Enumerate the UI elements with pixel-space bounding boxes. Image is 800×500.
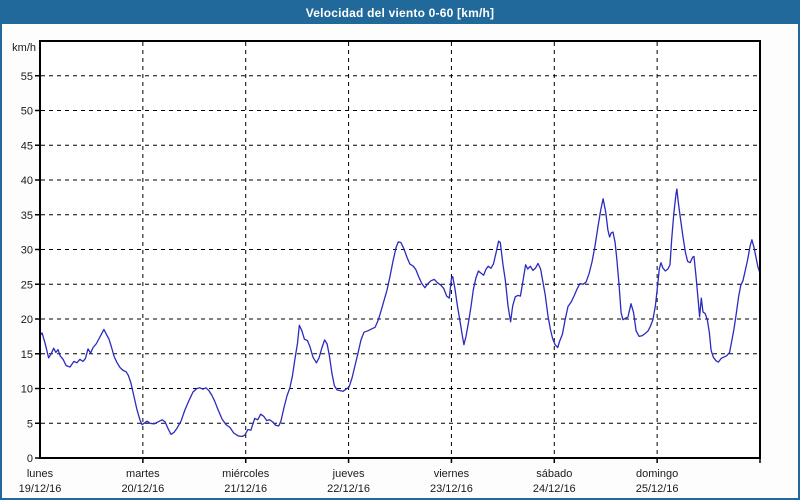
wind-speed-line xyxy=(39,188,761,438)
chart-title-bar: Velocidad del viento 0-60 [km/h] xyxy=(2,2,798,24)
x-date-label: 19/12/16 xyxy=(19,483,62,495)
x-date-label: 24/12/16 xyxy=(533,483,576,495)
y-axis-unit-label: km/h xyxy=(12,42,36,54)
x-day-label: lunes xyxy=(27,468,54,480)
y-tick-label: 0 xyxy=(27,453,33,465)
x-day-label: domingo xyxy=(636,468,678,480)
x-day-label: martes xyxy=(126,468,160,480)
x-date-label: 21/12/16 xyxy=(224,483,267,495)
x-day-label: viernes xyxy=(434,468,470,480)
y-tick-label: 35 xyxy=(21,210,33,222)
y-tick-label: 45 xyxy=(21,140,33,152)
x-day-label: sábado xyxy=(536,468,572,480)
x-date-label: 20/12/16 xyxy=(121,483,164,495)
x-date-label: 25/12/16 xyxy=(636,483,679,495)
y-tick-label: 55 xyxy=(21,71,33,83)
y-tick-label: 10 xyxy=(21,384,33,396)
chart-title: Velocidad del viento 0-60 [km/h] xyxy=(305,6,495,20)
y-tick-label: 5 xyxy=(27,418,33,430)
y-tick-label: 15 xyxy=(21,349,33,361)
x-date-label: 23/12/16 xyxy=(430,483,473,495)
y-tick-label: 50 xyxy=(21,106,33,118)
x-day-label: miércoles xyxy=(222,468,270,480)
x-date-label: 22/12/16 xyxy=(327,483,370,495)
x-day-label: jueves xyxy=(332,468,365,480)
y-tick-label: 30 xyxy=(21,245,33,257)
plot-area xyxy=(40,41,760,458)
y-tick-label: 25 xyxy=(21,279,33,291)
y-tick-label: 40 xyxy=(21,175,33,187)
y-tick-label: 20 xyxy=(21,314,33,326)
